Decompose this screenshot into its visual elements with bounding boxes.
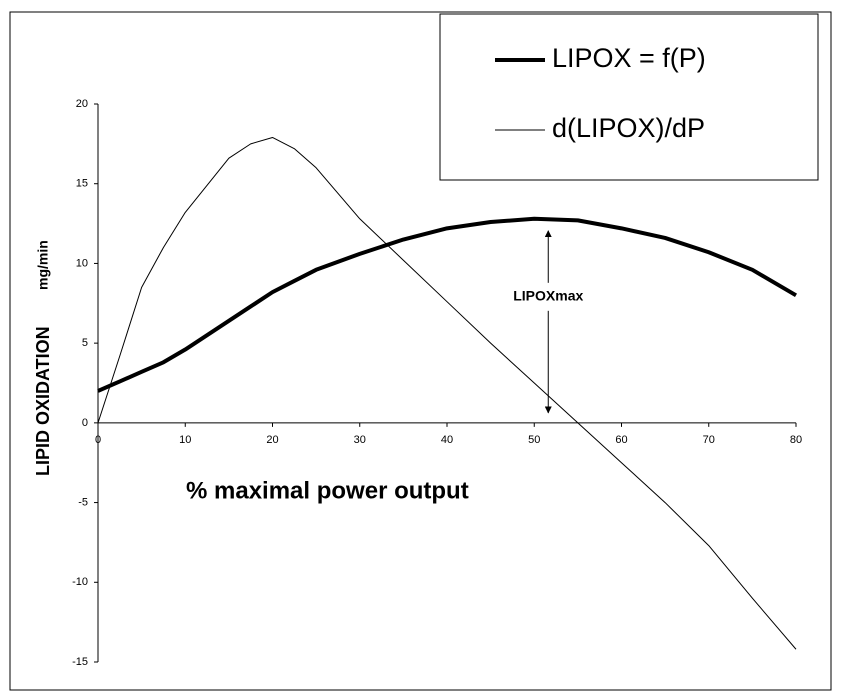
y-tick-label: 20: [76, 98, 88, 110]
x-tick-label: 50: [528, 434, 540, 446]
series-line: [97, 136, 797, 650]
legend-label: LIPOX = f(P): [552, 43, 706, 73]
y-axis-label: LIPID OXIDATION: [33, 326, 53, 476]
y-tick-label: -15: [72, 656, 88, 668]
x-tick-label: 70: [703, 434, 715, 446]
y-tick-label: 10: [76, 257, 88, 269]
y-tick-label: -10: [72, 576, 88, 588]
x-tick-label: 60: [615, 434, 627, 446]
y-axis-unit: mg/min: [35, 240, 51, 290]
y-tick-label: 5: [82, 337, 88, 349]
x-tick-label: 20: [266, 434, 278, 446]
series-line: [97, 216, 798, 393]
y-tick-label: 15: [76, 178, 88, 190]
legend: LIPOX = f(P) d(LIPOX)/dP: [439, 13, 819, 181]
x-axis-label: % maximal power output: [186, 477, 469, 504]
x-tick-label: 30: [354, 434, 366, 446]
y-tick-label: 0: [82, 417, 88, 429]
x-tick-label: 0: [95, 434, 101, 446]
legend-box: [439, 13, 819, 181]
x-tick-label: 80: [790, 434, 802, 446]
annotation: LIPOXmax: [513, 288, 583, 304]
legend-label: d(LIPOX)/dP: [552, 113, 705, 143]
x-tick-label: 10: [179, 434, 191, 446]
x-tick-label: 40: [441, 434, 453, 446]
y-tick-label: -5: [78, 496, 88, 508]
